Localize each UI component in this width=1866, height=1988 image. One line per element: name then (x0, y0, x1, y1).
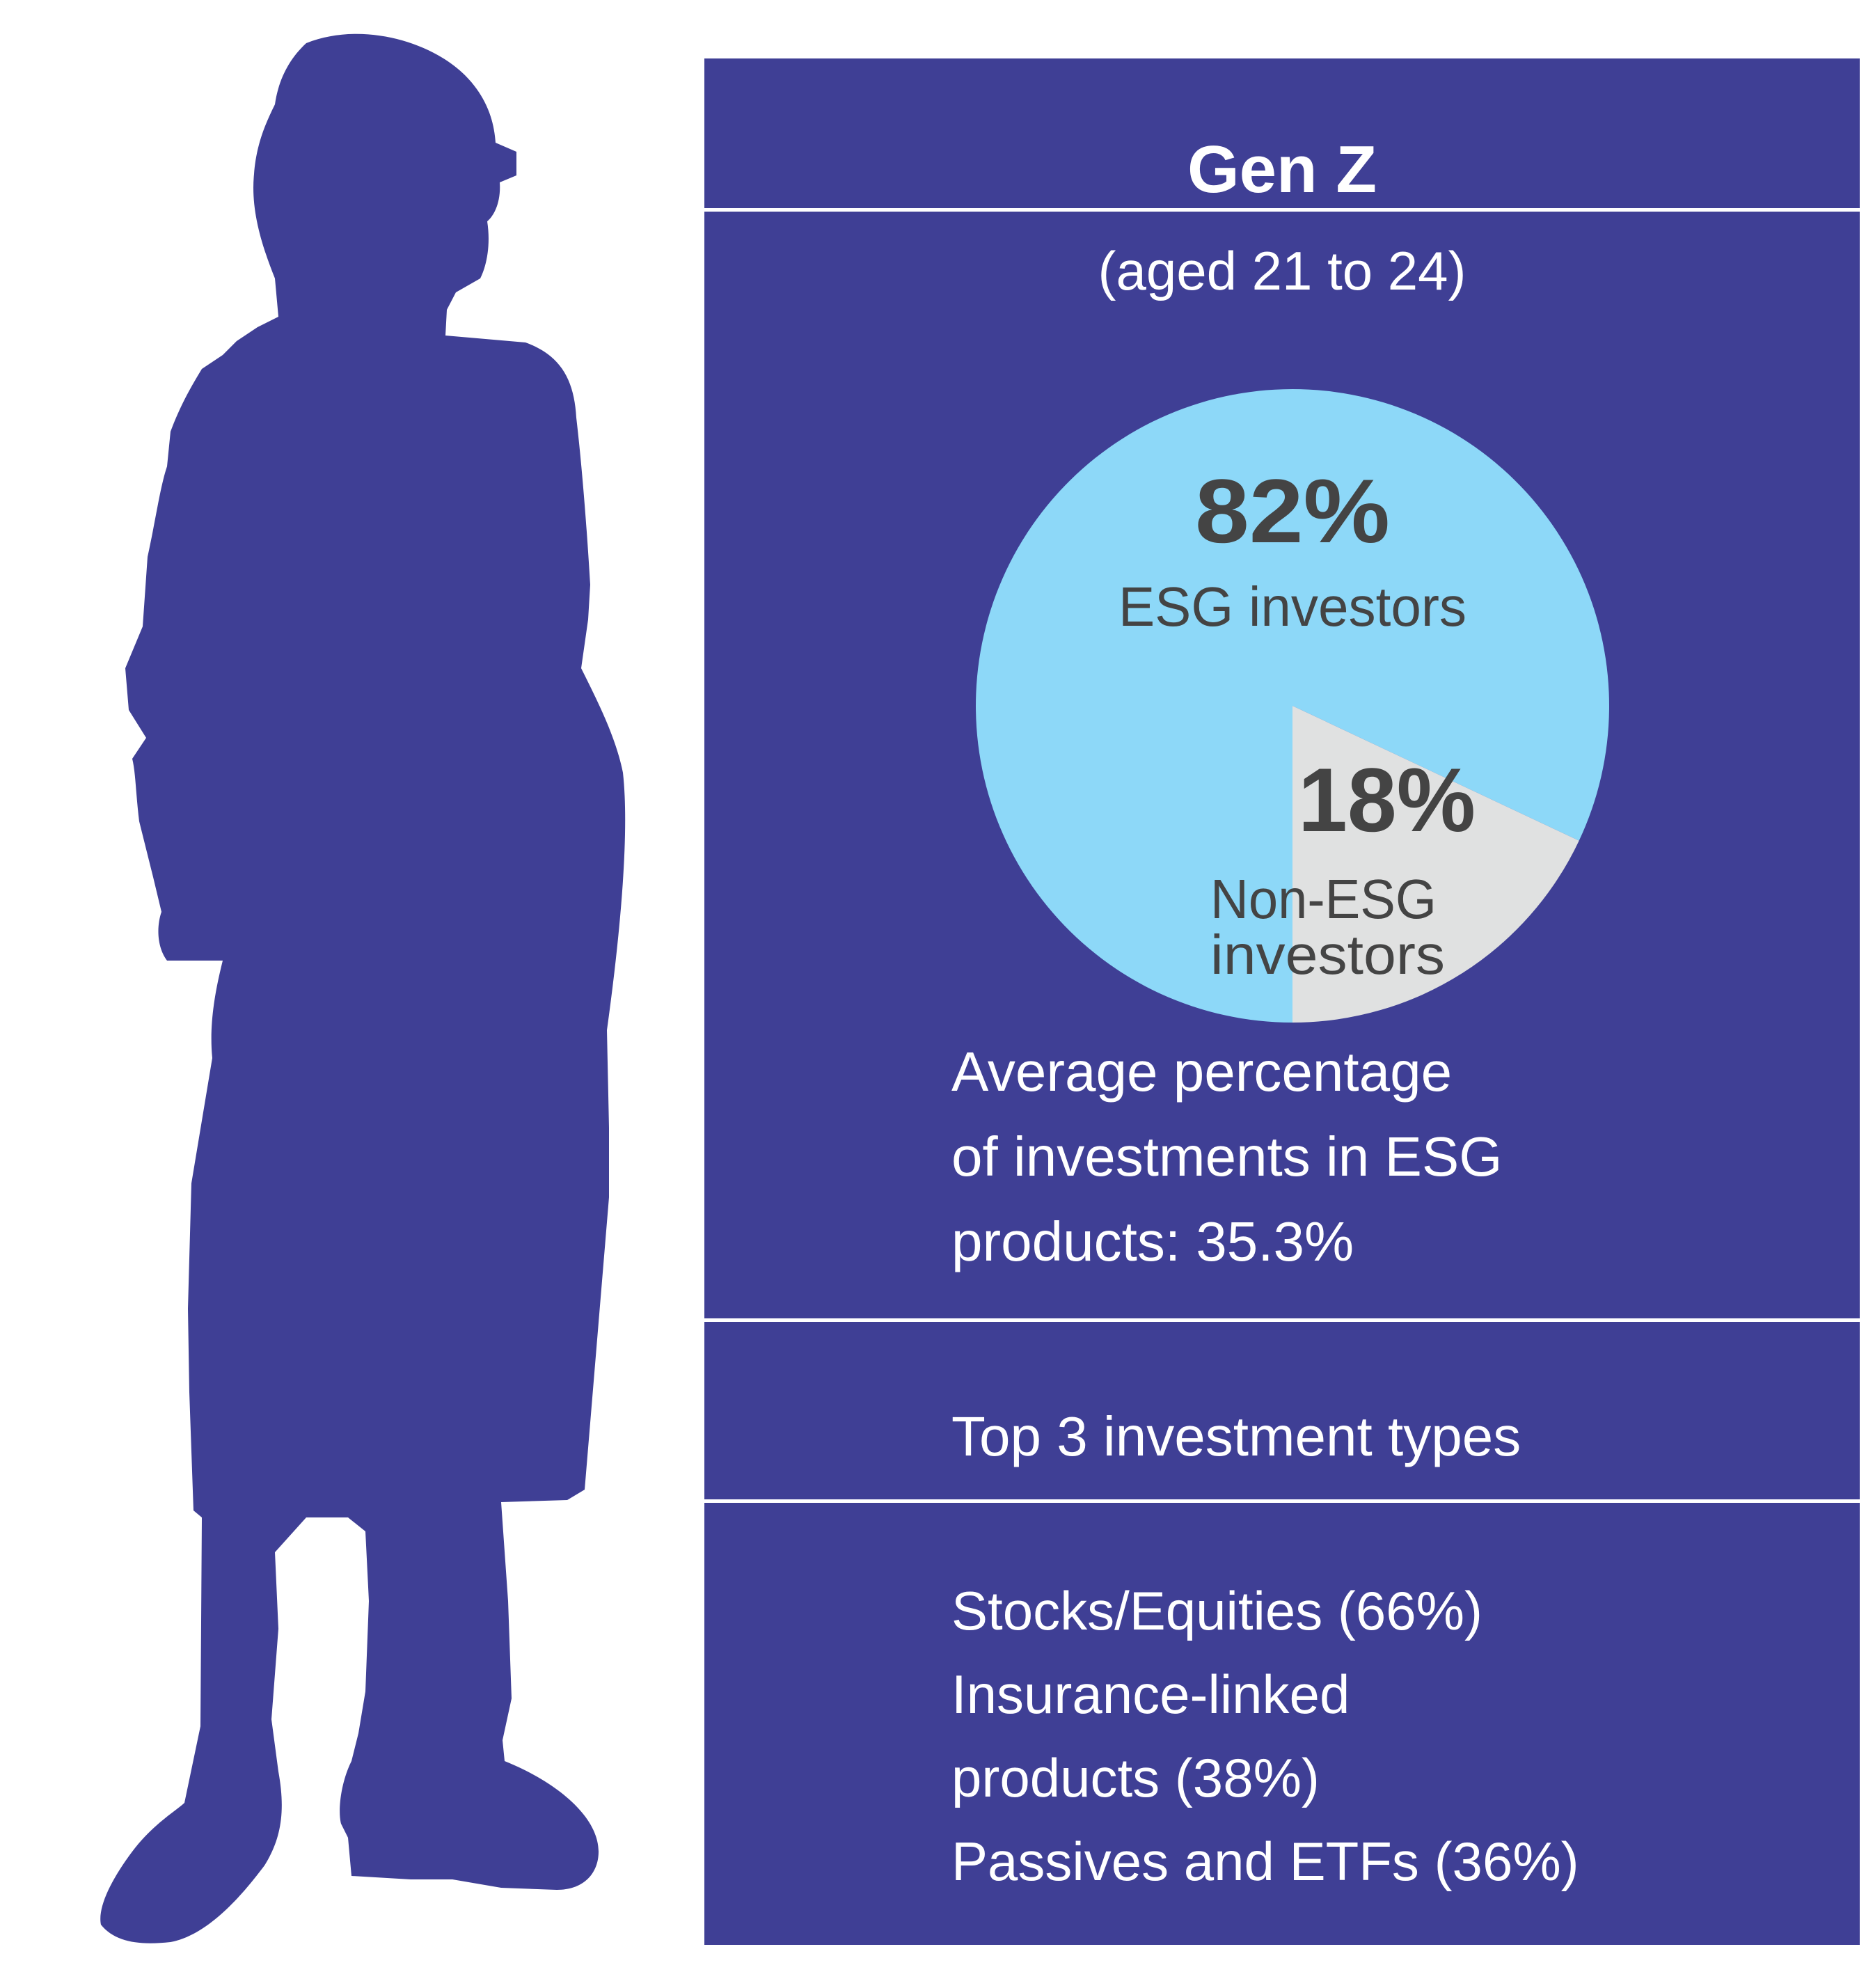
list-item: Stocks/Equities (66%) (951, 1580, 1482, 1641)
pie-slice-non-esg (1292, 706, 1579, 1023)
non-esg-value-label: 18% (1298, 749, 1476, 851)
average-line-1: Average percentage (951, 1041, 1453, 1103)
person-silhouette (100, 33, 626, 1943)
panel-title: Gen Z (1187, 132, 1377, 207)
average-line-3: products: 35.3% (951, 1210, 1354, 1272)
non-esg-slice-label-line2: investors (1210, 924, 1445, 986)
divider (704, 1318, 1860, 1322)
esg-value-label: 82% (1195, 460, 1390, 562)
list-item: products (38%) (951, 1747, 1320, 1808)
panel-subtitle: (aged 21 to 24) (1098, 240, 1466, 301)
esg-pie-chart: 82% ESG investors 18% Non-ESG investors (975, 389, 1609, 1023)
top3-list: Stocks/Equities (66%) Insurance-linked p… (951, 1569, 1579, 1903)
pie-slice-esg (975, 389, 1609, 1023)
list-item: Insurance-linked (951, 1664, 1350, 1725)
non-esg-slice-label-line1: Non-ESG (1210, 868, 1437, 930)
top3-heading: Top 3 investment types (951, 1405, 1521, 1467)
gen-z-panel: Gen Z (aged 21 to 24) 82% ESG investors … (704, 58, 1860, 1945)
divider (704, 208, 1860, 212)
average-esg-text: Average percentage of investments in ESG… (951, 1030, 1502, 1284)
divider (704, 1499, 1860, 1503)
list-item: Passives and ETFs (36%) (951, 1831, 1579, 1892)
average-line-2: of investments in ESG (951, 1126, 1503, 1188)
esg-slice-label: ESG investors (1118, 576, 1466, 638)
